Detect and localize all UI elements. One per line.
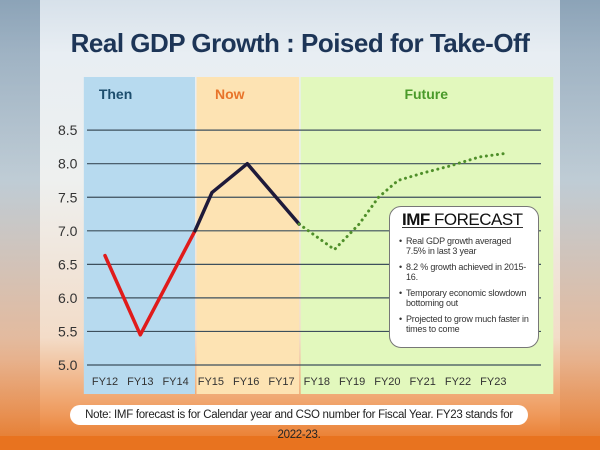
chart-title: Real GDP Growth : Poised for Take-Off bbox=[70, 28, 530, 58]
footnote: Note: IMF forecast is for Calendar year … bbox=[70, 405, 528, 441]
bottom-band bbox=[0, 436, 600, 450]
y-tick-label: 8.0 bbox=[58, 156, 78, 172]
x-tick-label: FY17 bbox=[268, 376, 294, 388]
x-tick-label: FY12 bbox=[92, 376, 118, 388]
x-tick-label: FY15 bbox=[198, 376, 224, 388]
y-tick-label: 7.0 bbox=[58, 223, 78, 239]
y-tick-label: 5.0 bbox=[58, 357, 78, 373]
region-label: Then bbox=[99, 86, 132, 102]
background-right bbox=[560, 0, 600, 450]
region-label: Future bbox=[404, 86, 448, 102]
forecast-item: Temporary economic slowdown bottoming ou… bbox=[399, 288, 532, 308]
x-tick-label: FY22 bbox=[445, 376, 471, 388]
x-tick-label: FY20 bbox=[374, 376, 400, 388]
background-left bbox=[0, 0, 40, 450]
forecast-item: Projected to grow much faster in times t… bbox=[399, 314, 532, 334]
region-now bbox=[196, 77, 300, 394]
region-then bbox=[83, 77, 196, 394]
forecast-item: 8.2 % growth achieved in 2015-16. bbox=[399, 262, 532, 282]
region-label: Now bbox=[215, 86, 245, 102]
y-tick-label: 6.5 bbox=[58, 256, 78, 272]
imf-forecast-box: IMF FORECAST Real GDP growth averaged 7.… bbox=[389, 206, 539, 348]
forecast-title-rest: FORECAST bbox=[429, 210, 523, 229]
x-tick-label: FY19 bbox=[339, 376, 365, 388]
y-tick-label: 8.5 bbox=[58, 122, 78, 138]
x-tick-label: FY13 bbox=[127, 376, 153, 388]
forecast-title: IMF FORECAST bbox=[402, 211, 523, 228]
series-line-3 bbox=[297, 152, 506, 252]
x-tick-label: FY16 bbox=[233, 376, 259, 388]
x-tick-label: FY21 bbox=[410, 376, 436, 388]
y-tick-label: 6.0 bbox=[58, 290, 78, 306]
series-line-2 bbox=[193, 161, 301, 233]
x-tick-label: FY14 bbox=[162, 376, 188, 388]
y-tick-label: 5.5 bbox=[58, 323, 78, 339]
x-tick-label: FY18 bbox=[304, 376, 330, 388]
forecast-title-bold: IMF bbox=[402, 210, 430, 229]
forecast-item: Real GDP growth averaged 7.5% in last 3 … bbox=[399, 236, 532, 256]
y-tick-label: 7.5 bbox=[58, 189, 78, 205]
x-tick-label: FY23 bbox=[480, 376, 506, 388]
